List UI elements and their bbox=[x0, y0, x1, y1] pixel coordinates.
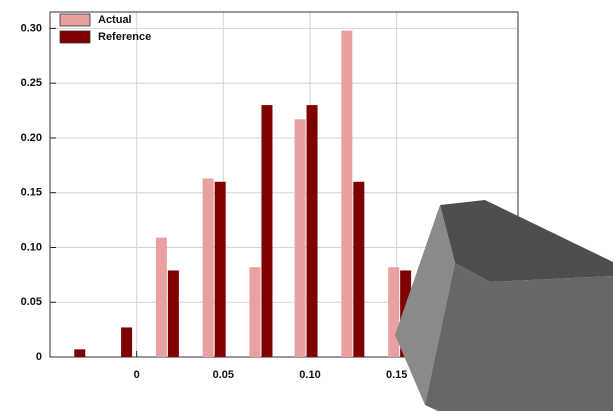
y-tick-label: 0.25 bbox=[21, 77, 42, 89]
x-tick-label: 0.05 bbox=[213, 369, 234, 381]
bar bbox=[341, 30, 353, 357]
bar bbox=[249, 267, 261, 357]
bar bbox=[74, 349, 86, 357]
cube-top bbox=[440, 200, 613, 282]
cube-overlay bbox=[395, 200, 613, 411]
y-tick-label: 0.10 bbox=[21, 241, 42, 253]
bar bbox=[306, 105, 318, 357]
bar bbox=[294, 119, 306, 357]
legend-swatch bbox=[59, 13, 91, 27]
plot-area: 0 0.05 0.10 0.15 0.20 0.25 0.30 0 0.05 0.10 0.15 Ac… bbox=[21, 11, 519, 381]
plot-frame bbox=[49, 11, 519, 358]
bar bbox=[261, 105, 273, 357]
y-tick-label: 0 bbox=[36, 351, 42, 363]
legend-swatch bbox=[59, 30, 91, 44]
y-tick-label: 0.20 bbox=[21, 132, 42, 144]
x-tick-label: 0.10 bbox=[299, 369, 320, 381]
cube-left bbox=[395, 205, 455, 405]
y-tick-label: 0.30 bbox=[21, 22, 42, 34]
bar bbox=[202, 178, 214, 357]
cube-front bbox=[425, 263, 613, 411]
bar bbox=[167, 270, 179, 357]
bar bbox=[214, 181, 226, 357]
x-tick-label: 0.15 bbox=[386, 369, 407, 381]
bar bbox=[388, 267, 400, 357]
bar bbox=[155, 237, 167, 357]
x-tick-label: 0 bbox=[134, 369, 140, 381]
legend-label: Actual bbox=[98, 14, 132, 26]
bar bbox=[121, 327, 133, 357]
bar bbox=[353, 181, 365, 357]
y-tick-label: 0.15 bbox=[21, 187, 42, 199]
y-tick-label: 0.05 bbox=[21, 296, 42, 308]
legend: Actual Reference bbox=[59, 13, 151, 44]
legend-label: Reference bbox=[98, 31, 151, 43]
